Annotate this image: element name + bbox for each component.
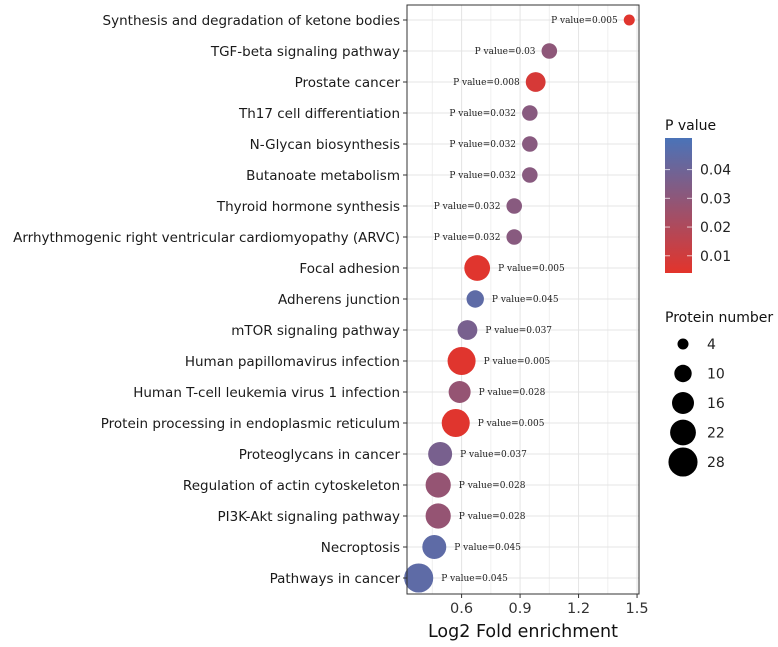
x-axis: 0.6 0.9 1.2 1.5 — [450, 594, 649, 617]
p-value-legend: P value 0.04 0.03 0.02 0.01 — [665, 118, 731, 273]
data-point — [522, 167, 538, 183]
p-value-label: P value=0.037 — [460, 450, 527, 460]
data-point — [525, 72, 546, 92]
colorbar-tick-label: 0.02 — [700, 220, 731, 236]
data-point — [522, 105, 538, 121]
y-tick-label: Regulation of actin cytoskeleton — [183, 478, 400, 494]
p-value-label: P value=0.032 — [434, 202, 501, 212]
p-value-label: P value=0.03 — [475, 47, 536, 57]
y-tick-label: Proteoglycans in cancer — [239, 447, 401, 463]
x-axis-title: Log2 Fold enrichment — [428, 622, 618, 642]
y-tick-label: Adherens junction — [278, 292, 400, 308]
y-tick-label: Th17 cell differentiation — [238, 106, 400, 122]
data-points: P value=0.005 P value=0.03 P value=0.008 P … — [404, 14, 635, 593]
y-tick-label: Arrhythmogenic right ventricular cardiom… — [13, 230, 400, 246]
y-tick-label: Prostate cancer — [295, 75, 401, 91]
data-point — [425, 503, 451, 529]
data-point — [522, 136, 538, 152]
p-value-label: P value=0.032 — [434, 233, 501, 243]
p-value-legend-title: P value — [665, 118, 716, 134]
p-value-label: P value=0.005 — [551, 16, 618, 26]
colorbar-tick-label: 0.04 — [700, 163, 731, 179]
size-legend-label: 4 — [707, 337, 716, 353]
protein-number-legend-title: Protein number — [665, 310, 773, 326]
data-point — [506, 229, 523, 245]
p-value-label: P value=0.008 — [453, 78, 520, 88]
data-point — [457, 320, 478, 340]
x-tick-label: 1.5 — [626, 601, 649, 617]
p-value-label: P value=0.032 — [449, 109, 516, 119]
p-value-label: P value=0.028 — [459, 481, 526, 491]
p-value-label: P value=0.032 — [449, 171, 516, 181]
size-legend-circle — [674, 364, 692, 383]
data-point — [441, 408, 470, 438]
data-point — [425, 472, 451, 498]
y-tick-label: Butanoate metabolism — [246, 168, 400, 184]
p-value-label: P value=0.028 — [459, 512, 526, 522]
colorbar-tick-label: 0.01 — [700, 249, 731, 265]
data-point — [404, 563, 434, 593]
x-tick-label: 0.6 — [450, 601, 473, 617]
y-axis: Synthesis and degradation of ketone bodi… — [13, 13, 407, 587]
size-legend-circle — [672, 392, 694, 414]
p-value-colorbar — [665, 138, 692, 273]
protein-number-legend: Protein number 4 10 16 22 28 — [665, 310, 773, 477]
y-tick-label: Pathways in cancer — [270, 571, 401, 587]
p-value-label: P value=0.032 — [449, 140, 516, 150]
size-legend-circle — [670, 419, 696, 446]
size-legend-label: 16 — [707, 396, 725, 412]
p-value-label: P value=0.037 — [485, 326, 552, 336]
y-tick-label: TGF-beta signaling pathway — [210, 44, 400, 60]
y-tick-label: N-Glycan biosynthesis — [250, 137, 400, 153]
p-value-label: P value=0.045 — [454, 543, 521, 553]
y-tick-label: Thyroid hormone synthesis — [216, 199, 400, 215]
p-value-label: P value=0.005 — [498, 264, 565, 274]
p-value-label: P value=0.045 — [492, 295, 559, 305]
y-tick-label: Focal adhesion — [299, 261, 400, 277]
data-point — [448, 381, 471, 403]
size-legend-label: 28 — [707, 455, 725, 471]
size-legend-circle — [668, 447, 698, 477]
p-value-label: P value=0.005 — [484, 357, 551, 367]
y-tick-label: Protein processing in endoplasmic reticu… — [101, 416, 400, 432]
size-legend-label: 22 — [707, 426, 725, 442]
p-value-label: P value=0.045 — [441, 574, 508, 584]
data-point — [623, 14, 635, 26]
y-tick-label: Necroptosis — [321, 540, 400, 556]
y-tick-label: Human papillomavirus infection — [185, 354, 400, 370]
x-tick-label: 0.9 — [509, 601, 532, 617]
data-point — [466, 290, 484, 308]
colorbar-tick-label: 0.03 — [700, 191, 731, 207]
y-tick-label: Synthesis and degradation of ketone bodi… — [103, 13, 400, 29]
x-tick-label: 1.2 — [567, 601, 590, 617]
data-point — [506, 198, 523, 214]
size-legend-circle — [677, 338, 689, 350]
data-point — [447, 346, 476, 376]
data-point — [428, 442, 453, 466]
y-tick-label: PI3K-Akt signaling pathway — [218, 509, 400, 525]
data-point — [422, 535, 447, 559]
size-legend-label: 10 — [707, 367, 725, 383]
p-value-label: P value=0.028 — [479, 388, 546, 398]
data-point — [541, 43, 558, 59]
y-tick-label: Human T-cell leukemia virus 1 infection — [133, 385, 400, 401]
data-point — [464, 255, 491, 281]
y-tick-label: mTOR signaling pathway — [231, 323, 400, 339]
p-value-label: P value=0.005 — [478, 419, 545, 429]
